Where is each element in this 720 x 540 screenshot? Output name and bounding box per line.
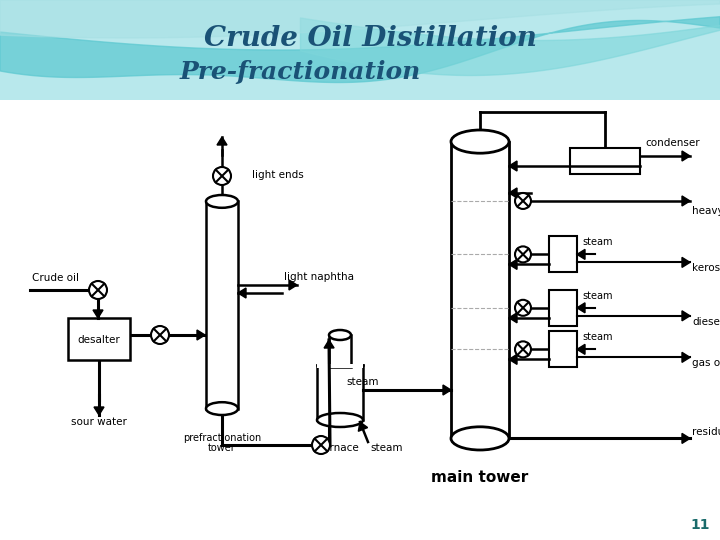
Polygon shape xyxy=(94,407,104,415)
Text: furnace: furnace xyxy=(320,443,360,453)
Polygon shape xyxy=(577,249,585,259)
Polygon shape xyxy=(509,354,517,364)
Text: heavy naphtha: heavy naphtha xyxy=(692,206,720,216)
Polygon shape xyxy=(682,434,690,443)
Polygon shape xyxy=(217,137,227,145)
Bar xyxy=(317,364,363,368)
Polygon shape xyxy=(324,340,334,348)
Text: light ends: light ends xyxy=(252,170,304,180)
Polygon shape xyxy=(577,345,585,354)
Circle shape xyxy=(515,300,531,316)
Circle shape xyxy=(515,341,531,357)
Polygon shape xyxy=(509,259,517,269)
Text: diesel: diesel xyxy=(692,317,720,327)
Text: Crude Oil Distillation: Crude Oil Distillation xyxy=(204,24,536,51)
Text: prefractionation: prefractionation xyxy=(183,433,261,443)
Polygon shape xyxy=(682,196,690,206)
Text: steam: steam xyxy=(582,332,613,342)
Ellipse shape xyxy=(329,330,351,340)
Circle shape xyxy=(151,326,169,344)
Polygon shape xyxy=(509,188,517,198)
Bar xyxy=(549,237,577,272)
Bar xyxy=(549,332,577,367)
Text: light naphtha: light naphtha xyxy=(284,272,354,282)
Polygon shape xyxy=(359,422,368,431)
Circle shape xyxy=(515,193,531,209)
Polygon shape xyxy=(682,258,690,267)
Text: main tower: main tower xyxy=(431,470,528,485)
Text: tower: tower xyxy=(208,443,236,453)
Text: Pre-fractionation: Pre-fractionation xyxy=(179,60,420,84)
Polygon shape xyxy=(682,151,690,161)
Polygon shape xyxy=(682,353,690,362)
Bar xyxy=(317,365,363,420)
Text: sour water: sour water xyxy=(71,417,127,427)
Bar xyxy=(570,148,640,174)
Text: steam: steam xyxy=(346,377,379,387)
Ellipse shape xyxy=(206,195,238,208)
Ellipse shape xyxy=(317,413,363,427)
Polygon shape xyxy=(577,303,585,313)
Text: steam: steam xyxy=(582,291,613,301)
Bar xyxy=(206,201,238,409)
Text: condenser: condenser xyxy=(645,138,700,148)
Text: 11: 11 xyxy=(690,518,710,532)
Text: residue: residue xyxy=(692,427,720,437)
Polygon shape xyxy=(509,313,517,323)
Ellipse shape xyxy=(451,427,509,450)
Polygon shape xyxy=(238,288,246,298)
Bar xyxy=(0,100,720,540)
Text: desalter: desalter xyxy=(78,335,120,345)
Bar xyxy=(549,290,577,326)
Bar xyxy=(68,318,130,360)
Ellipse shape xyxy=(451,130,509,153)
Bar xyxy=(0,0,720,100)
Bar xyxy=(329,335,351,367)
Circle shape xyxy=(312,436,330,454)
Text: Crude oil: Crude oil xyxy=(32,273,78,283)
Polygon shape xyxy=(93,310,103,318)
Circle shape xyxy=(89,281,107,299)
Circle shape xyxy=(213,167,231,185)
Polygon shape xyxy=(509,161,517,171)
Text: kerosene: kerosene xyxy=(692,264,720,273)
Text: gas oil: gas oil xyxy=(692,359,720,368)
Text: steam: steam xyxy=(582,238,613,247)
Polygon shape xyxy=(682,311,690,321)
Polygon shape xyxy=(443,385,451,395)
Polygon shape xyxy=(197,330,205,340)
Ellipse shape xyxy=(206,402,238,415)
Polygon shape xyxy=(289,280,297,290)
Circle shape xyxy=(515,246,531,262)
Bar xyxy=(451,141,509,438)
Text: steam: steam xyxy=(370,443,402,453)
